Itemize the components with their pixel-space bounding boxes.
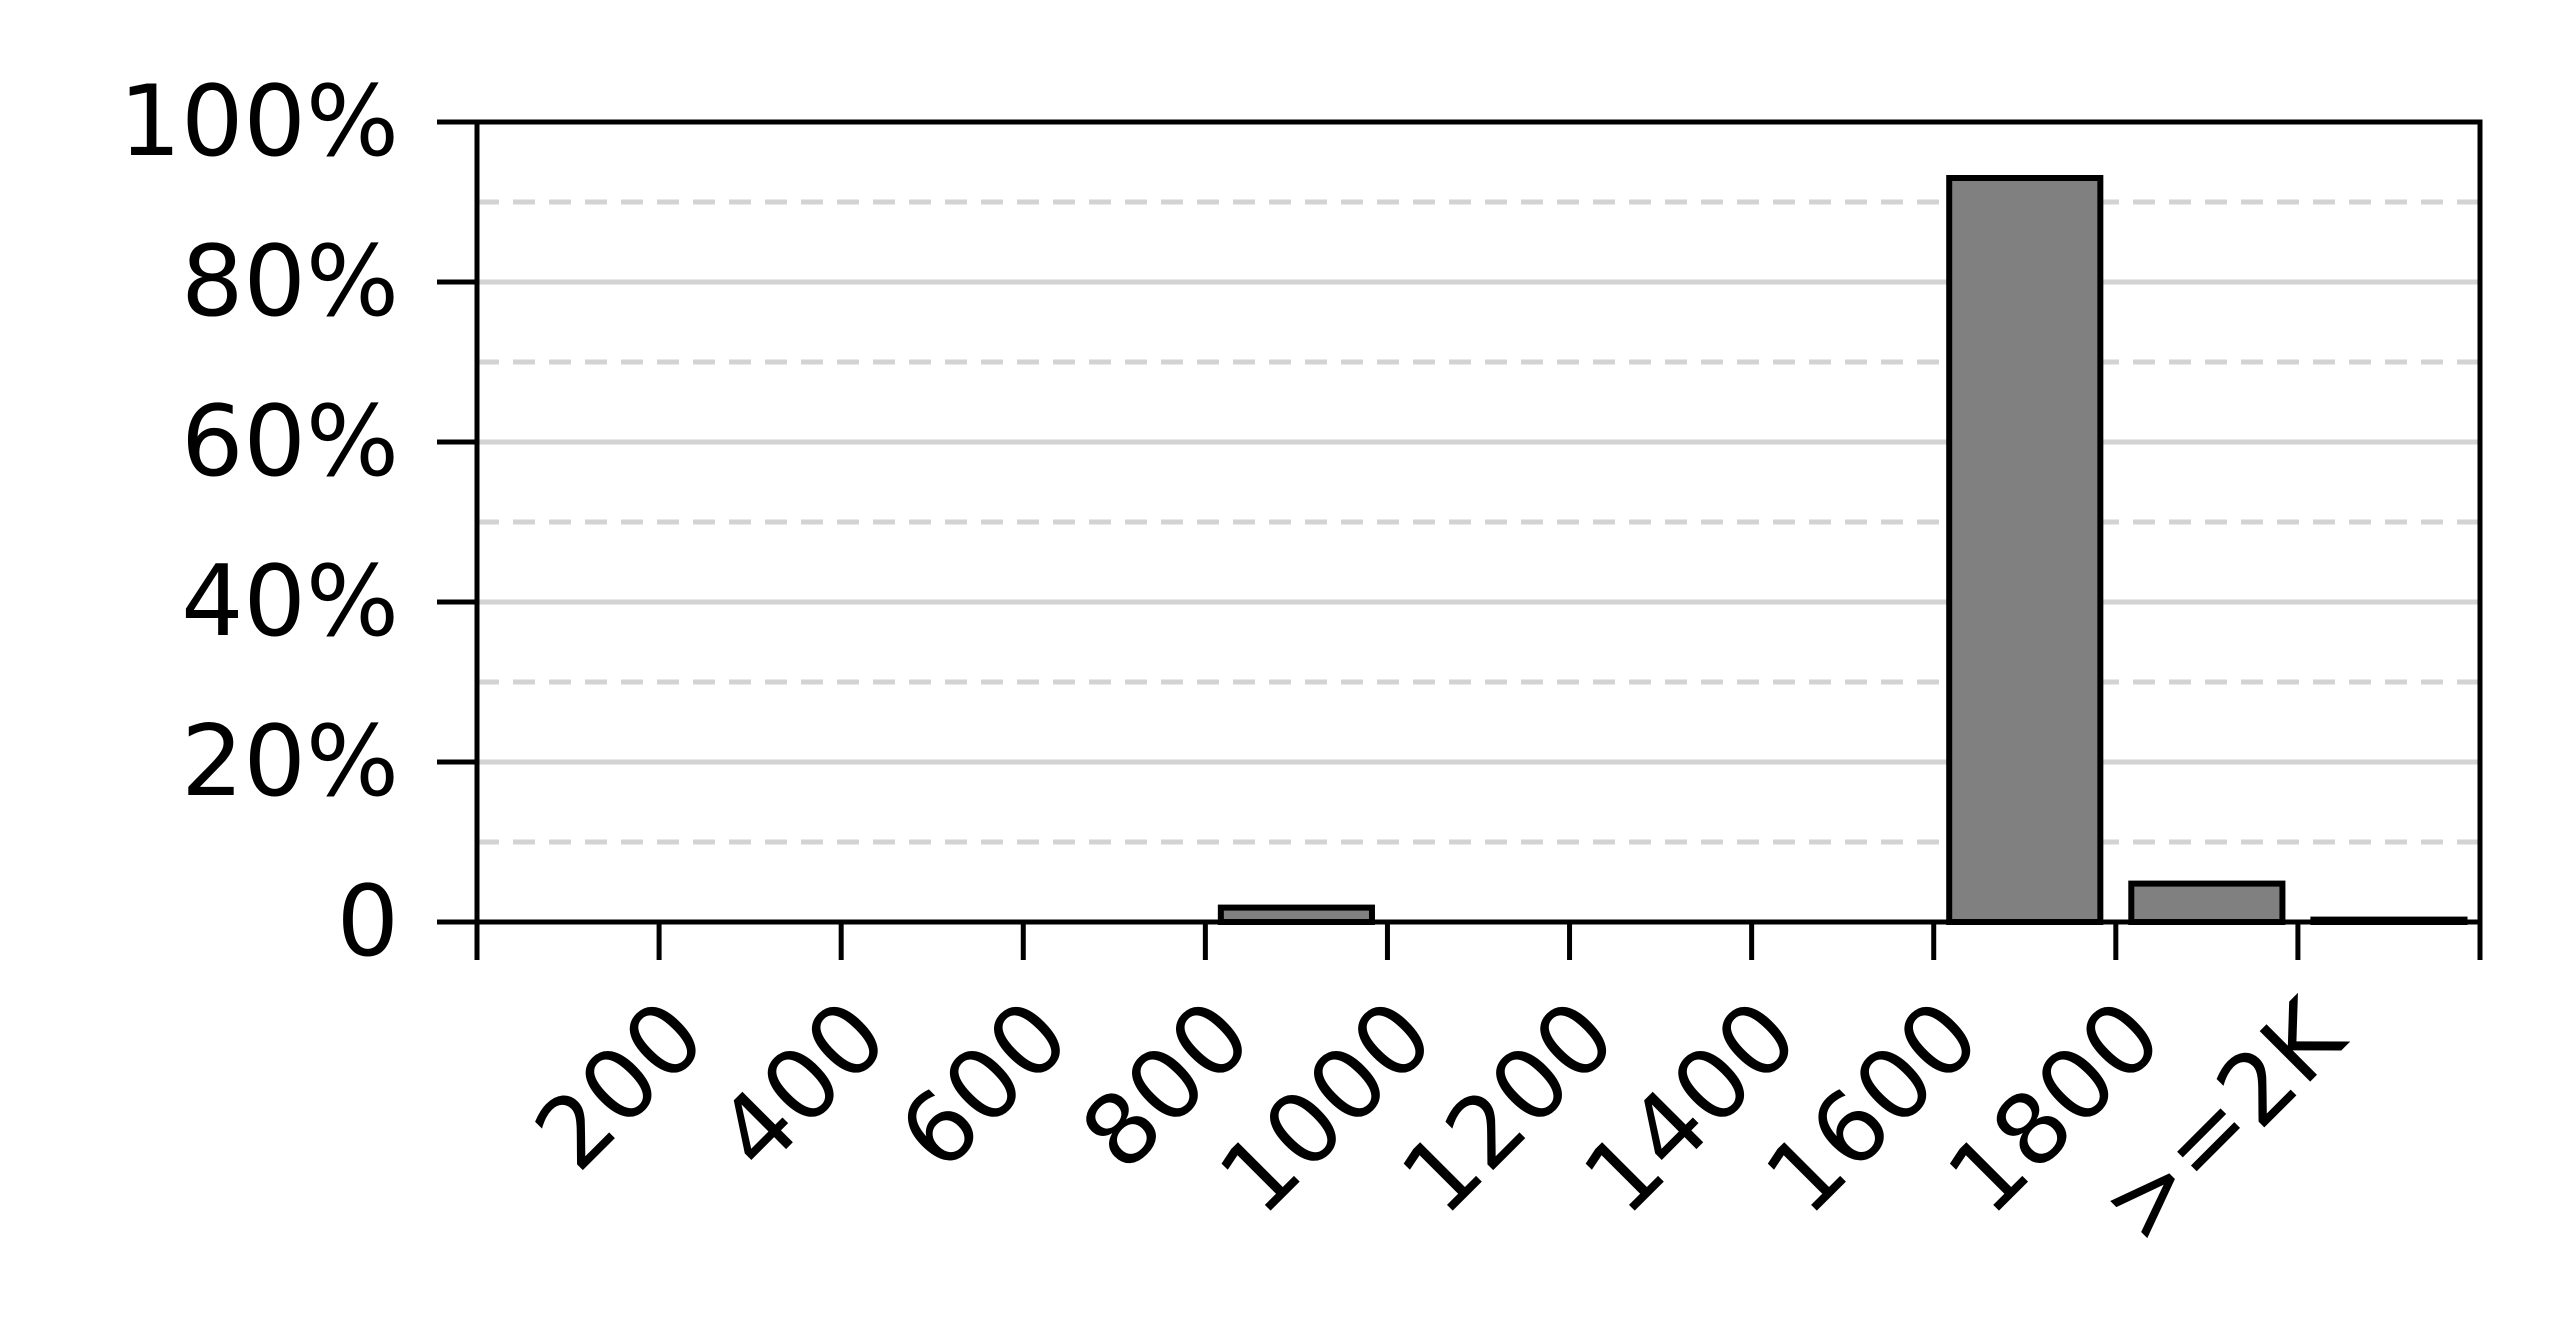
y-tick-label: 40% <box>181 545 399 659</box>
grid-lines <box>477 199 2480 845</box>
y-tick-label: 80% <box>181 225 399 339</box>
y-axis-ticks: 0 20% 40% 60% 80% 100% <box>119 65 477 979</box>
plot-frame <box>474 119 2483 925</box>
bar <box>2128 880 2286 925</box>
bar <box>1946 175 2104 925</box>
y-tick-label: 100% <box>119 65 399 179</box>
y-tick-label: 60% <box>181 385 399 499</box>
y-tick-label: 0 <box>337 865 399 979</box>
y-tick-label: 20% <box>181 705 399 819</box>
